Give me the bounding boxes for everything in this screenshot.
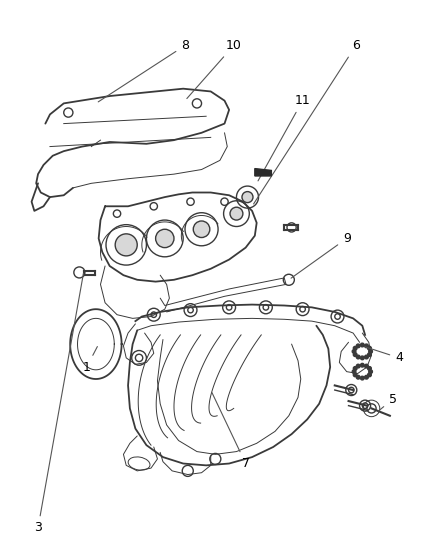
Circle shape	[357, 364, 360, 368]
Circle shape	[367, 373, 371, 377]
Circle shape	[115, 234, 137, 256]
Circle shape	[364, 344, 368, 348]
Circle shape	[357, 375, 360, 379]
Circle shape	[364, 375, 368, 379]
Circle shape	[364, 364, 368, 368]
Text: 3: 3	[34, 273, 84, 533]
Circle shape	[360, 376, 364, 380]
Circle shape	[242, 191, 253, 203]
Text: 1: 1	[83, 346, 97, 374]
Circle shape	[369, 370, 372, 374]
Circle shape	[360, 364, 364, 367]
Circle shape	[364, 355, 368, 359]
Text: 11: 11	[258, 94, 311, 181]
Text: 9: 9	[291, 232, 351, 278]
Circle shape	[155, 229, 174, 248]
Text: 6: 6	[254, 39, 360, 204]
Circle shape	[230, 207, 243, 220]
Text: 4: 4	[365, 347, 403, 365]
Circle shape	[357, 344, 360, 348]
Text: 8: 8	[98, 39, 189, 102]
Circle shape	[353, 373, 357, 377]
Circle shape	[367, 346, 371, 350]
Circle shape	[357, 355, 360, 359]
Circle shape	[367, 367, 371, 370]
Polygon shape	[255, 168, 272, 176]
Circle shape	[353, 346, 357, 350]
Text: 10: 10	[187, 39, 242, 99]
Circle shape	[352, 370, 356, 374]
Text: 5: 5	[378, 393, 397, 411]
Circle shape	[360, 356, 364, 360]
Circle shape	[369, 350, 372, 353]
Circle shape	[360, 343, 364, 347]
Circle shape	[353, 353, 357, 357]
Text: 7: 7	[212, 392, 250, 470]
Circle shape	[367, 353, 371, 357]
Circle shape	[352, 350, 356, 353]
Circle shape	[193, 221, 210, 238]
Circle shape	[353, 367, 357, 370]
